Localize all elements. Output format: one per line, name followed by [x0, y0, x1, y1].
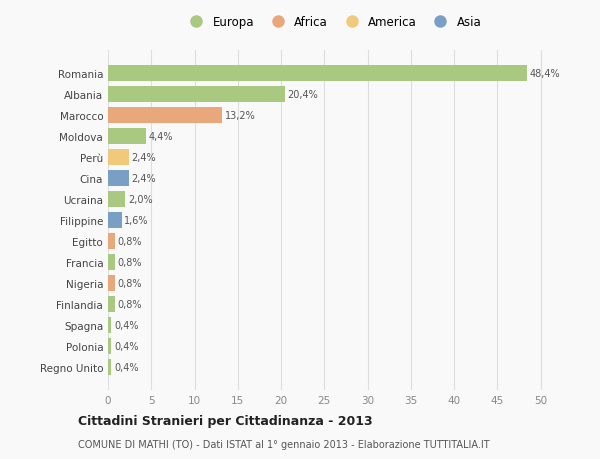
Text: 1,6%: 1,6% [124, 215, 149, 225]
Text: 0,8%: 0,8% [118, 299, 142, 309]
Bar [108, 338, 112, 354]
Bar [108, 129, 146, 145]
Bar [108, 150, 129, 165]
Text: 4,4%: 4,4% [149, 132, 173, 141]
Bar [108, 359, 112, 375]
Bar [108, 213, 122, 228]
Text: 0,8%: 0,8% [118, 236, 142, 246]
Bar [108, 66, 527, 82]
Text: 2,4%: 2,4% [131, 152, 156, 162]
Text: 48,4%: 48,4% [529, 69, 560, 79]
Text: 0,4%: 0,4% [114, 320, 139, 330]
Bar [108, 171, 129, 186]
Text: Cittadini Stranieri per Cittadinanza - 2013: Cittadini Stranieri per Cittadinanza - 2… [78, 414, 373, 428]
Bar [108, 108, 222, 123]
Text: 13,2%: 13,2% [225, 111, 256, 121]
Bar [108, 254, 115, 270]
Text: 0,4%: 0,4% [114, 341, 139, 351]
Bar [108, 191, 125, 207]
Bar [108, 87, 284, 102]
Text: 0,8%: 0,8% [118, 257, 142, 267]
Legend: Europa, Africa, America, Asia: Europa, Africa, America, Asia [184, 16, 482, 28]
Text: 0,4%: 0,4% [114, 362, 139, 372]
Bar [108, 317, 112, 333]
Bar [108, 275, 115, 291]
Text: 2,4%: 2,4% [131, 174, 156, 184]
Bar [108, 296, 115, 312]
Bar [108, 234, 115, 249]
Text: COMUNE DI MATHI (TO) - Dati ISTAT al 1° gennaio 2013 - Elaborazione TUTTITALIA.I: COMUNE DI MATHI (TO) - Dati ISTAT al 1° … [78, 440, 490, 449]
Text: 0,8%: 0,8% [118, 278, 142, 288]
Text: 2,0%: 2,0% [128, 195, 152, 204]
Text: 20,4%: 20,4% [287, 90, 318, 100]
